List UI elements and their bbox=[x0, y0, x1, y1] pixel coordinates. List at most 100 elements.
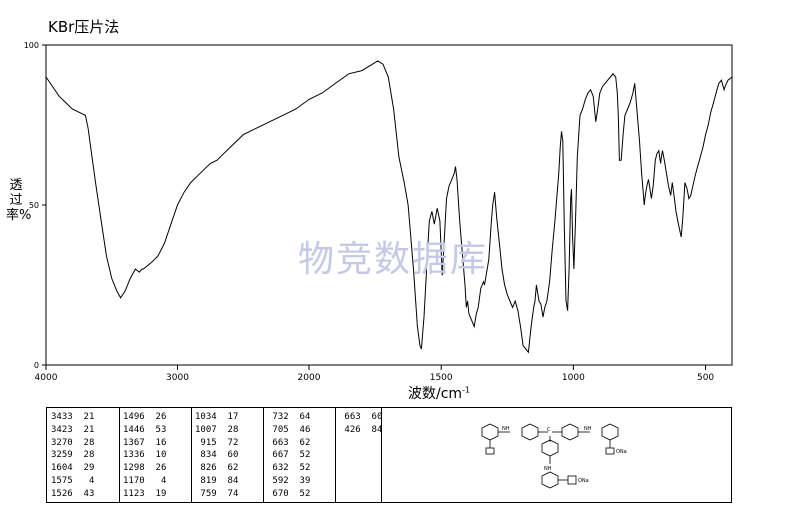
peak-table-row: 663 62 bbox=[267, 437, 310, 450]
peak-table-row: 819 84 bbox=[195, 475, 238, 488]
peak-transmittance: 29 bbox=[72, 463, 95, 474]
ir-spectrum-chart: 4000 3000 2000 1500 1000 500 0 50 100 bbox=[24, 41, 733, 383]
peak-transmittance: 84 bbox=[360, 424, 383, 435]
peak-table-row: 632 52 bbox=[267, 462, 310, 475]
peak-transmittance: 64 bbox=[288, 412, 311, 422]
peak-transmittance: 72 bbox=[216, 437, 239, 448]
struct-label-nh-bottom: NH bbox=[544, 466, 552, 472]
peak-table-row: 1496 26 bbox=[123, 411, 166, 424]
peak-transmittance: 16 bbox=[144, 437, 167, 448]
peak-wavenumber: 759 bbox=[195, 488, 217, 499]
peak-wavenumber: 670 bbox=[267, 488, 289, 499]
peak-table-row: 1007 28 bbox=[195, 424, 238, 437]
peak-table-row: 1526 43 bbox=[51, 488, 94, 501]
peak-transmittance: 28 bbox=[72, 437, 95, 448]
y-axis-label: 透过率% bbox=[6, 178, 32, 223]
peak-table-row: 670 52 bbox=[267, 488, 310, 501]
y-tick-label: 0 bbox=[34, 361, 39, 370]
peak-wavenumber: 915 bbox=[195, 437, 217, 448]
peak-wavenumber: 592 bbox=[267, 476, 289, 486]
peak-table-column bbox=[335, 408, 382, 502]
x-tick-label: 3000 bbox=[166, 373, 189, 383]
peak-table-row: 1446 53 bbox=[123, 424, 166, 437]
peak-table-row: 834 60 bbox=[195, 449, 238, 462]
peak-wavenumber: 3433 bbox=[51, 412, 73, 422]
peak-wavenumber: 663 bbox=[339, 412, 361, 422]
peak-wavenumber: 3259 bbox=[51, 450, 73, 461]
molecule-structure-image: NH C NH NH ONa ONa bbox=[481, 423, 627, 489]
peak-wavenumber: 834 bbox=[195, 450, 217, 461]
peak-table-row: 1604 29 bbox=[51, 462, 94, 475]
peak-transmittance: 28 bbox=[72, 450, 95, 461]
peak-wavenumber: 663 bbox=[267, 437, 289, 448]
peak-table-row: 3433 21 bbox=[51, 411, 94, 424]
peak-table-row: 663 60 bbox=[339, 411, 382, 424]
peak-transmittance: 62 bbox=[288, 437, 311, 448]
peak-transmittance: 4 bbox=[72, 476, 95, 486]
x-axis-label-text: 波数/cm bbox=[408, 386, 463, 402]
chart-title: KBr压片法 bbox=[48, 18, 120, 36]
peak-table-column bbox=[47, 408, 120, 502]
peak-transmittance: 17 bbox=[216, 412, 239, 422]
peak-transmittance: 60 bbox=[216, 450, 239, 461]
struct-label-carbon: C bbox=[547, 427, 551, 433]
peak-table-row: 1034 17 bbox=[195, 411, 238, 424]
peak-transmittance: 53 bbox=[144, 424, 167, 435]
struct-label-ona-right: ONa bbox=[616, 449, 627, 455]
peak-wavenumber: 3270 bbox=[51, 437, 73, 448]
peak-table-row: 915 72 bbox=[195, 437, 238, 450]
peak-table-column bbox=[191, 408, 264, 502]
x-tick-label: 2000 bbox=[298, 373, 321, 383]
peak-transmittance: 28 bbox=[216, 424, 239, 435]
peak-transmittance: 10 bbox=[144, 450, 167, 461]
peak-transmittance: 52 bbox=[288, 463, 311, 474]
struct-label-nh-left: NH bbox=[502, 426, 510, 432]
peak-wavenumber: 426 bbox=[339, 424, 361, 435]
x-tick-label: 1500 bbox=[430, 373, 453, 383]
peak-transmittance: 39 bbox=[288, 476, 311, 486]
series-line-transmittance bbox=[45, 60, 733, 354]
peak-transmittance: 46 bbox=[288, 424, 311, 435]
peak-transmittance: 52 bbox=[288, 488, 311, 499]
peak-transmittance: 74 bbox=[216, 488, 239, 499]
peak-wavenumber: 1007 bbox=[195, 424, 217, 435]
peak-wavenumber: 826 bbox=[195, 463, 217, 474]
peak-wavenumber: 1298 bbox=[123, 463, 145, 474]
y-tick-label: 100 bbox=[24, 41, 39, 50]
peak-table-row: 3270 28 bbox=[51, 437, 94, 450]
x-axis-label: 波数/cm-1 bbox=[408, 383, 470, 403]
struct-label-nh-right: NH bbox=[584, 426, 592, 432]
peak-transmittance: 21 bbox=[72, 424, 95, 435]
x-axis-label-exponent: -1 bbox=[462, 385, 471, 395]
peak-table-row: 1575 4 bbox=[51, 475, 94, 488]
peak-transmittance: 19 bbox=[144, 488, 167, 499]
peak-table-row: 1298 26 bbox=[123, 462, 166, 475]
peak-table-row: 1367 16 bbox=[123, 437, 166, 450]
y-tick-label: 50 bbox=[29, 201, 39, 210]
peak-transmittance: 26 bbox=[144, 463, 167, 474]
peak-table-row: 3423 21 bbox=[51, 424, 94, 437]
peak-table-row: 426 84 bbox=[339, 424, 382, 437]
peak-wavenumber: 1123 bbox=[123, 488, 145, 499]
peak-table-row: 1336 10 bbox=[123, 449, 166, 462]
peak-transmittance: 62 bbox=[216, 463, 239, 474]
peak-wavenumber: 1604 bbox=[51, 463, 73, 474]
plot-frame bbox=[45, 44, 733, 366]
peak-transmittance: 52 bbox=[288, 450, 311, 461]
peak-transmittance: 26 bbox=[144, 412, 167, 422]
peak-transmittance: 84 bbox=[216, 476, 239, 486]
peak-wavenumber: 1170 bbox=[123, 476, 145, 486]
x-tick-label: 500 bbox=[697, 373, 714, 383]
peak-wavenumber: 1367 bbox=[123, 437, 145, 448]
peak-wavenumber: 3423 bbox=[51, 424, 73, 435]
peak-table-row: 759 74 bbox=[195, 488, 238, 501]
peak-table-row: 826 62 bbox=[195, 462, 238, 475]
watermark-text: 物竞数据库 bbox=[298, 239, 489, 280]
peak-wavenumber: 1496 bbox=[123, 412, 145, 422]
peak-wavenumber: 732 bbox=[267, 412, 289, 422]
peak-wavenumber: 1034 bbox=[195, 412, 217, 422]
peak-table-row: 732 64 bbox=[267, 411, 310, 424]
peak-table-row: 705 46 bbox=[267, 424, 310, 437]
peak-wavenumber: 632 bbox=[267, 463, 289, 474]
peak-transmittance: 43 bbox=[72, 488, 95, 499]
